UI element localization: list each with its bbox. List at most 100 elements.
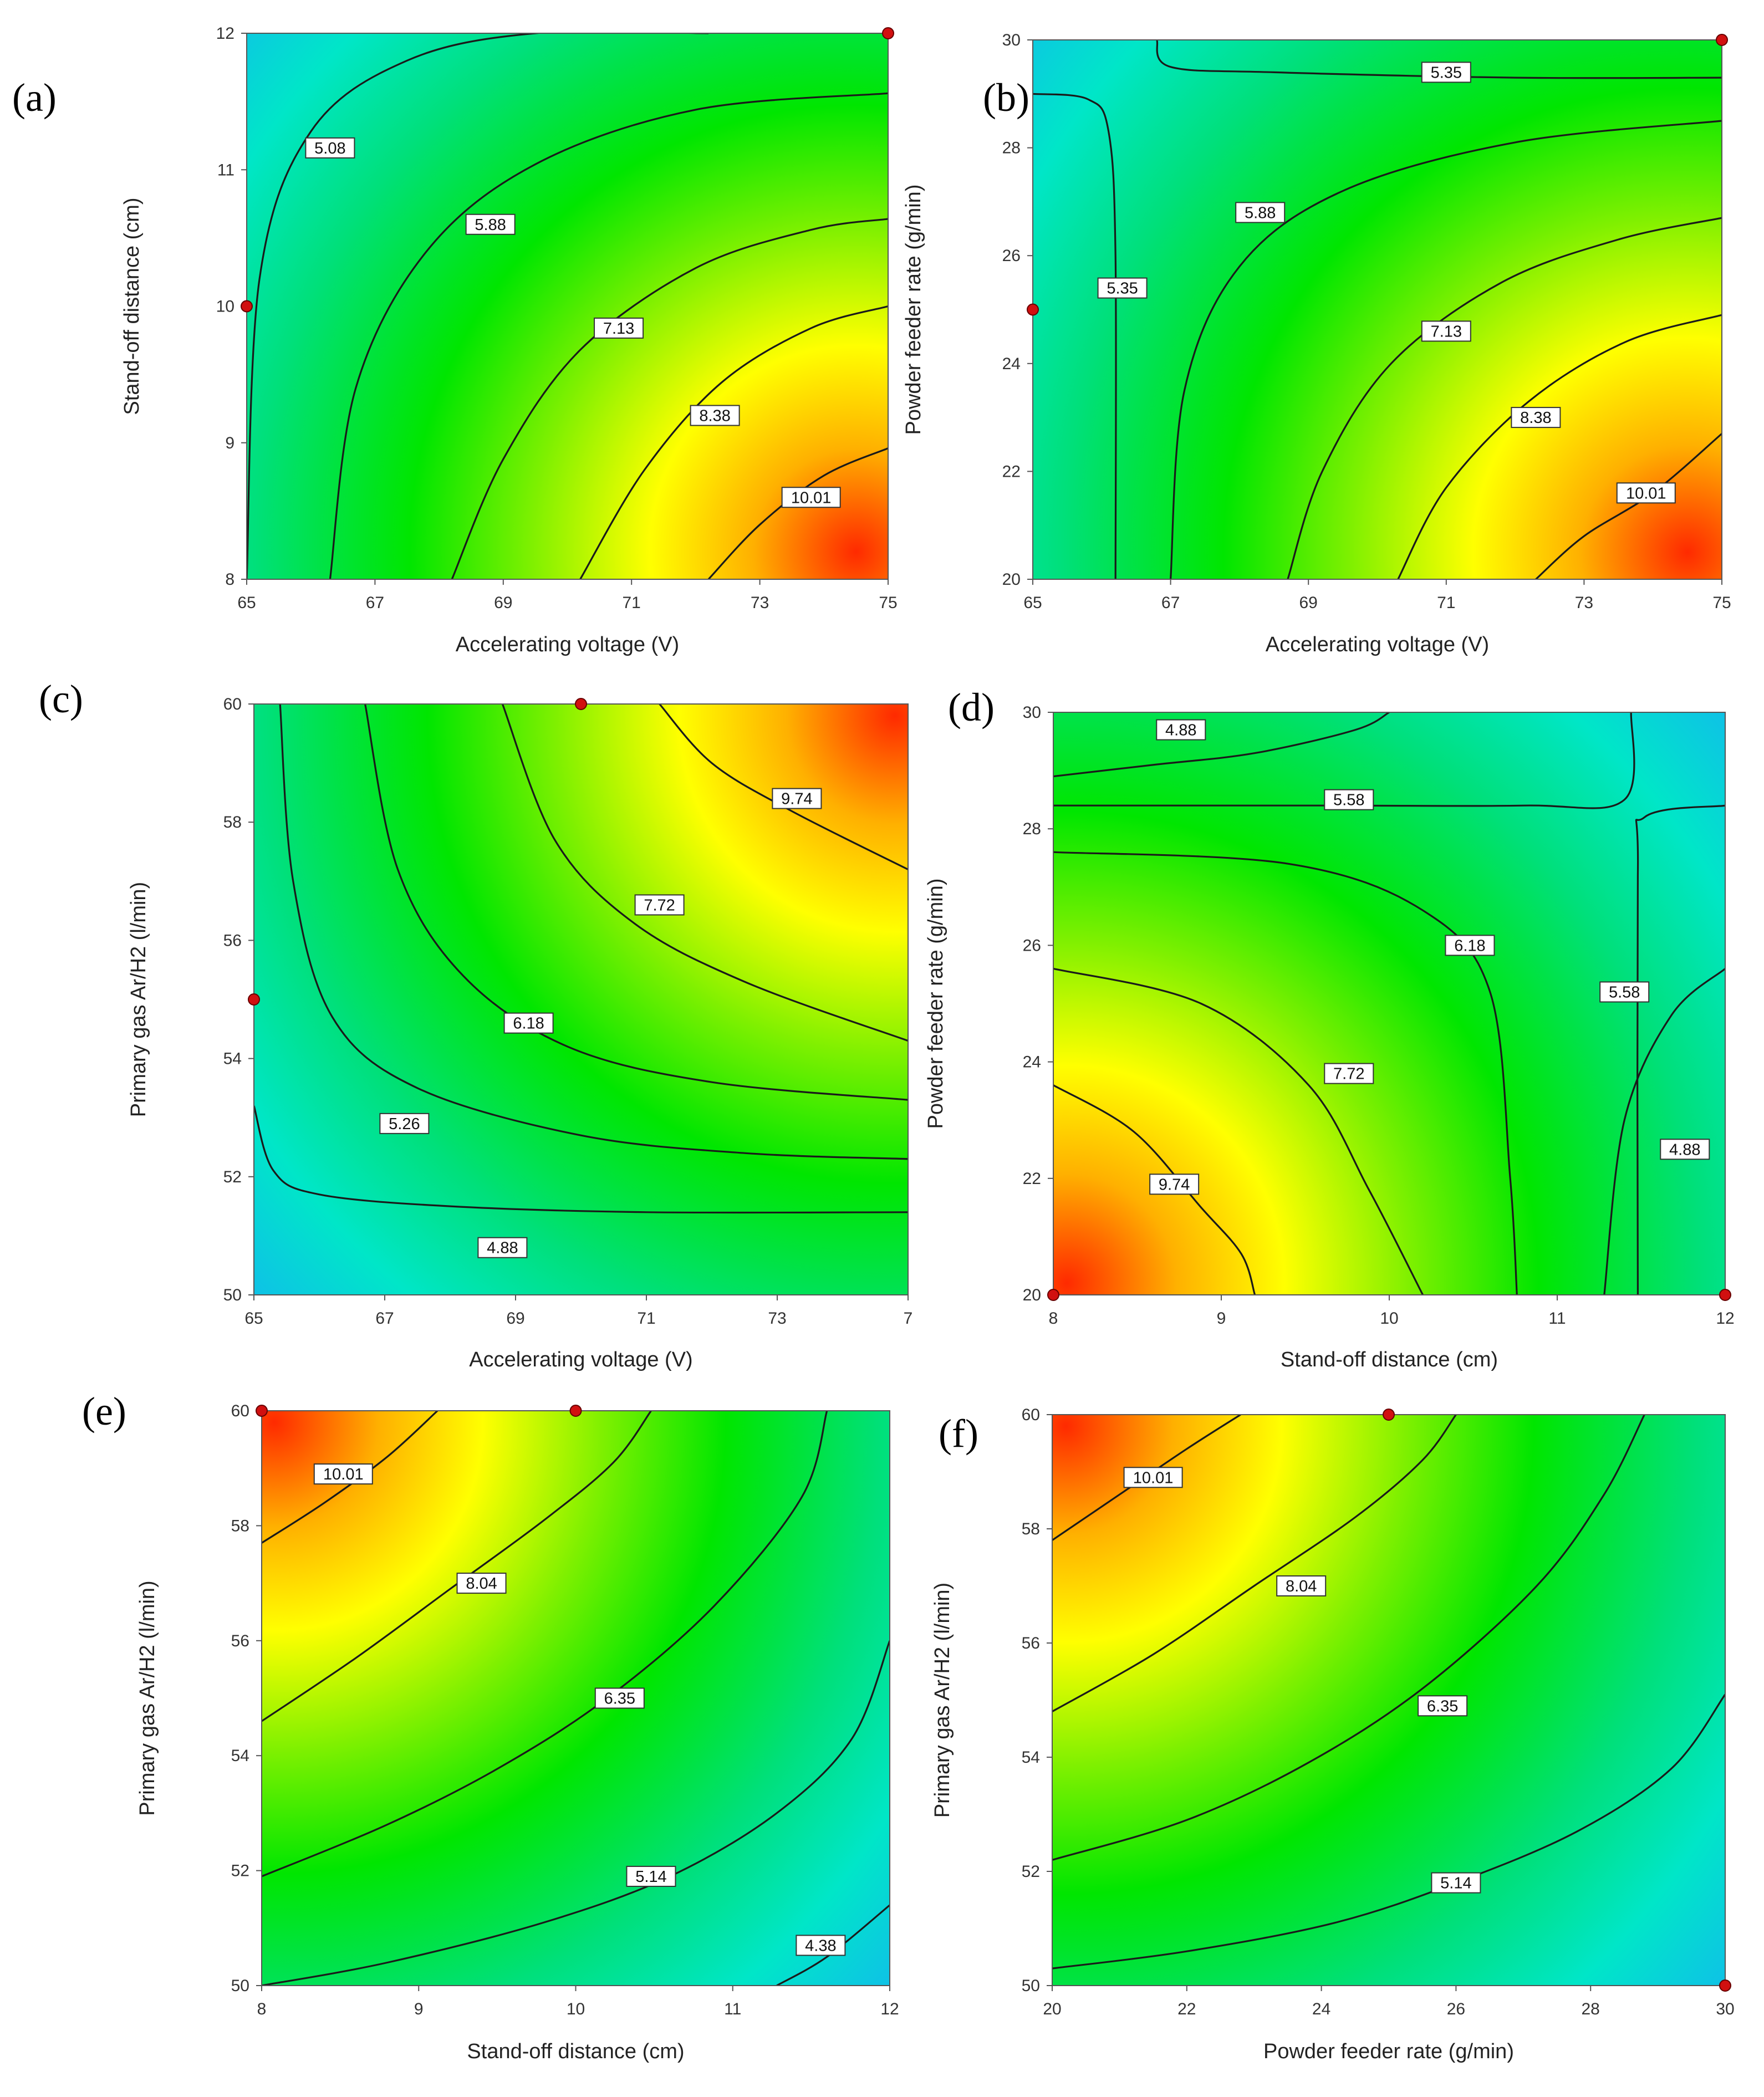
response-surface-fill [1052, 1415, 1725, 1986]
contour-line [279, 704, 908, 1160]
x-tick-label: 73 [751, 594, 769, 612]
contour-label-box [305, 137, 355, 159]
x-axis-title: Powder feeder rate (g/min) [1263, 2040, 1514, 2063]
x-tick-label: 10 [1380, 1309, 1398, 1328]
y-tick-label: 50 [1022, 1977, 1040, 1995]
contour-level-label: 6.18 [513, 1015, 544, 1033]
contour-level-label: 5.35 [1431, 64, 1462, 81]
y-tick-label: 58 [1022, 1520, 1040, 1538]
y-tick-label: 50 [223, 1286, 242, 1304]
design-point [241, 300, 253, 313]
contour-label-box [626, 1865, 676, 1887]
y-tick-label: 26 [1023, 936, 1041, 955]
y-tick-label: 60 [223, 695, 242, 713]
contour-label-box [465, 213, 516, 235]
y-axis-title: Primary gas Ar/H2 (l/min) [136, 1580, 159, 1815]
x-tick-label: 65 [244, 1309, 263, 1328]
y-axis-title: Stand-off distance (cm) [120, 197, 144, 415]
contour-line [329, 92, 888, 579]
y-tick-label: 54 [231, 1747, 249, 1765]
response-surface-fill [247, 33, 888, 579]
response-surface-fill [262, 1411, 890, 1986]
x-axis-title: Accelerating voltage (V) [1266, 633, 1489, 656]
contour-level-label: 7.13 [1431, 323, 1462, 340]
design-point [1719, 1289, 1731, 1301]
x-tick-label: 11 [1548, 1309, 1566, 1328]
design-point [1027, 303, 1039, 316]
y-tick-label: 52 [1022, 1863, 1040, 1881]
x-tick-label: 8 [257, 2000, 267, 2018]
x-tick-label: 9 [1217, 1309, 1226, 1328]
design-point [256, 1405, 268, 1417]
contour-line [1053, 851, 1518, 1295]
y-tick-label: 20 [1023, 1286, 1041, 1304]
contour-label-box [796, 1935, 846, 1956]
contour-line [1052, 1415, 1645, 1861]
contour-level-label: 5.08 [314, 140, 345, 157]
contour-label-box [1421, 320, 1471, 342]
x-tick-label: 20 [1043, 2000, 1061, 2018]
contour-label-box [1276, 1575, 1327, 1596]
contour-level-label: 6.35 [604, 1690, 635, 1708]
x-tick-label: 75 [1712, 594, 1731, 612]
panel-letter: (a) [12, 75, 57, 120]
contour-label-box [1324, 1063, 1374, 1084]
contour-panel: 65 67 69 71 73 75 8 9 10 11 12 Accelerating voltage… [12, 24, 898, 656]
x-tick-label: 12 [880, 2000, 899, 2018]
x-tick-label: 71 [1437, 594, 1455, 612]
x-tick-label: 8 [1049, 1309, 1058, 1328]
contour-label-box [634, 894, 685, 916]
contour-label-box [313, 1463, 373, 1485]
contour-panel: 65 67 69 71 73 7 50 52 54 56 58 60 Accelerating volt… [39, 677, 912, 1371]
y-tick-label: 22 [1023, 1170, 1041, 1188]
contour-level-label: 10.01 [791, 489, 832, 507]
design-point [575, 698, 587, 710]
x-axis-title: Accelerating voltage (V) [456, 633, 679, 656]
contour-label-box [1156, 719, 1206, 741]
design-point [1383, 1409, 1395, 1421]
contour-line [247, 33, 708, 579]
x-tick-label: 71 [623, 594, 641, 612]
contour-label-box [1616, 482, 1676, 504]
y-tick-label: 30 [1002, 31, 1021, 49]
y-tick-label: 56 [231, 1632, 249, 1650]
x-tick-label: 12 [1716, 1309, 1734, 1328]
y-tick-label: 26 [1002, 247, 1021, 265]
contour-level-label: 7.72 [1333, 1065, 1364, 1083]
x-tick-label: 28 [1582, 2000, 1600, 2018]
contour-line [1053, 967, 1424, 1295]
contour-line [1635, 804, 1725, 1295]
x-tick-label: 65 [1023, 594, 1042, 612]
contour-level-label: 5.88 [475, 216, 506, 234]
contour-level-label: 4.88 [1165, 722, 1196, 739]
contour-line [262, 1411, 652, 1722]
contour-line [1397, 314, 1722, 579]
contour-label-box [1431, 1872, 1481, 1894]
y-tick-label: 60 [1022, 1406, 1040, 1424]
x-tick-label: 75 [879, 594, 897, 612]
design-point [248, 993, 260, 1006]
contour-line [254, 1105, 908, 1214]
y-tick-label: 60 [231, 1402, 249, 1420]
panel-letter: (b) [983, 75, 1029, 120]
contour-panel: 8 9 10 11 12 20 22 24 26 28 30 Stand-off distance (… [924, 685, 1735, 1371]
x-tick-label: 71 [637, 1309, 655, 1328]
contour-label-box [781, 487, 841, 508]
x-axis-title: Stand-off distance (cm) [1281, 1348, 1498, 1371]
design-point [1047, 1289, 1059, 1301]
y-tick-label: 24 [1002, 355, 1021, 373]
contour-panel: 65 67 69 71 73 75 20 22 24 26 28 30 Accelerating vol… [902, 31, 1731, 656]
contour-level-label: 10.01 [1626, 484, 1666, 502]
contour-line [776, 1904, 890, 1986]
y-tick-label: 22 [1002, 462, 1021, 481]
y-tick-label: 20 [1002, 570, 1021, 589]
x-tick-label: 7 [904, 1309, 913, 1328]
y-tick-label: 24 [1023, 1053, 1041, 1072]
contour-level-label: 6.18 [1454, 937, 1485, 955]
contour-level-label: 10.01 [323, 1466, 364, 1483]
contour-label-box [1123, 1467, 1183, 1488]
contour-label-box [1421, 62, 1471, 83]
contour-level-label: 4.88 [1669, 1141, 1700, 1159]
contour-level-label: 8.38 [699, 407, 730, 425]
